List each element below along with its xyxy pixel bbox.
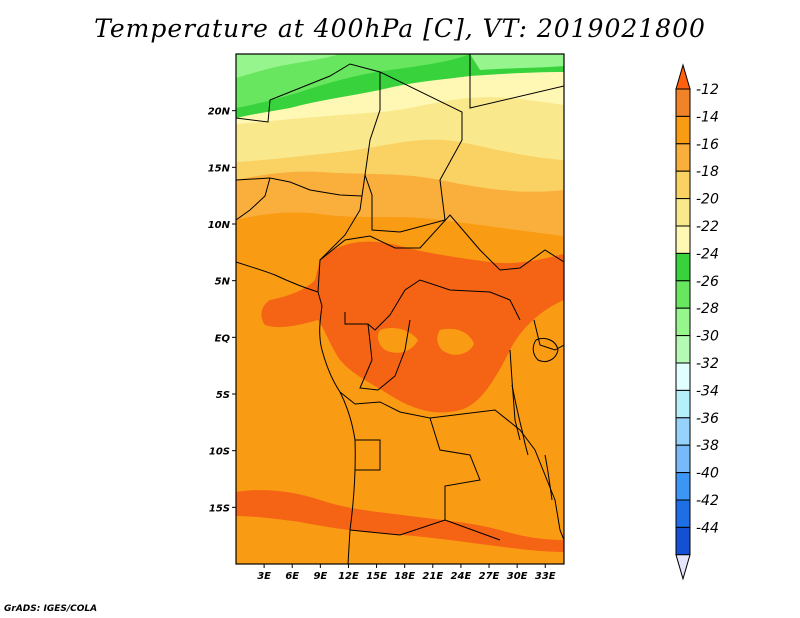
colorbar-swatch	[675, 225, 691, 254]
lon-tick-label: 12E	[338, 571, 359, 582]
colorbar-label: -40	[696, 466, 719, 482]
lat-tick-label: 5S	[216, 390, 230, 401]
colorbar-swatch	[675, 335, 691, 364]
colorbar-label: -22	[696, 219, 719, 235]
lake-victoria	[532, 337, 559, 363]
border-b	[317, 72, 381, 293]
colorbar-label: -20	[696, 192, 719, 208]
border-e	[236, 177, 271, 221]
band-minus-12-north	[261, 241, 564, 413]
colorbar-swatch	[675, 444, 691, 474]
colorbar-swatch	[675, 526, 691, 556]
colorbar-label: -16	[696, 137, 719, 153]
lat-tick-label: 10N	[208, 220, 231, 231]
border-a	[236, 63, 463, 233]
colorbar-label: -44	[696, 520, 719, 536]
colorbar-label: -36	[696, 411, 719, 427]
lake-tanganyika	[511, 384, 529, 456]
colorbar-swatch	[675, 472, 691, 501]
lat-tick-label: EQ	[215, 333, 231, 344]
lat-tick-label: 20N	[208, 107, 231, 118]
lon-tick-label: 24E	[451, 571, 472, 582]
lat-tick-label: 15S	[209, 503, 230, 514]
colorbar-swatch	[675, 417, 691, 446]
latitude-axis: 20N 15N 10N 5N EQ 5S 10S 15S	[208, 107, 236, 514]
colorbar-label: -34	[696, 383, 719, 399]
colorbar-swatch	[675, 198, 691, 227]
border-n	[349, 519, 446, 536]
band-minus-28	[236, 54, 340, 78]
colorbar-swatch	[675, 252, 691, 282]
lat-tick-label: 10S	[209, 447, 230, 458]
lon-tick-label: 33E	[535, 571, 556, 582]
colorbar-swatch	[675, 307, 691, 337]
colorbar: -12 -14 -16 -18 -20 -22 -24 -26 -28 -30 -32 -34 -36 -…	[675, 63, 719, 581]
colorbar-top-triangle	[675, 63, 691, 90]
lon-tick-label: 6E	[285, 571, 299, 582]
longitude-axis: 3E 6E 9E 12E 15E 18E 21E 24E 27E 30E 33E	[257, 564, 556, 582]
lon-tick-label: 18E	[394, 571, 415, 582]
border-c	[469, 54, 564, 109]
map-frame	[235, 53, 565, 565]
colorbar-label: -12	[696, 82, 719, 98]
colorbar-swatch	[675, 280, 691, 309]
colorbar-bottom-triangle	[675, 554, 691, 581]
patch-minus-14-b	[437, 328, 474, 355]
lake-malawi	[544, 454, 553, 501]
colorbar-swatch	[675, 170, 691, 200]
border-k	[429, 409, 564, 541]
colorbar-label: -14	[696, 109, 719, 125]
colorbar-label: -30	[696, 329, 719, 345]
map-title: Temperature at 400hPa [C], VT: 201902180…	[94, 14, 706, 43]
colorbar-swatch	[675, 389, 691, 419]
border-g	[344, 279, 521, 331]
colorbar-swatch	[675, 88, 691, 117]
colorbar-swatch	[675, 362, 691, 391]
border-m	[533, 319, 564, 351]
band-minus-26	[236, 54, 470, 108]
colorbar-swatch	[675, 115, 691, 145]
temperature-field	[236, 54, 564, 564]
border-d	[236, 177, 363, 197]
lon-tick-label: 30E	[507, 571, 528, 582]
lon-tick-label: 15E	[366, 571, 387, 582]
band-minus-12-south	[236, 490, 564, 552]
coastline-west	[236, 261, 356, 564]
border-f	[319, 214, 564, 271]
border-i	[339, 391, 501, 541]
lat-tick-label: 5N	[215, 277, 231, 288]
colorbar-label: -28	[696, 301, 719, 317]
credit-label: GrADS: IGES/COLA	[4, 604, 98, 614]
lon-tick-label: 3E	[257, 571, 271, 582]
colorbar-swatch	[675, 143, 691, 172]
country-borders	[236, 54, 564, 564]
border-h	[359, 319, 411, 391]
colorbar-label: -42	[696, 493, 719, 509]
border-j	[355, 439, 381, 471]
lon-tick-label: 27E	[479, 571, 500, 582]
colorbar-label: -26	[696, 274, 719, 290]
lon-tick-label: 21E	[422, 571, 443, 582]
band-minus-28-ne	[470, 54, 564, 70]
border-l	[509, 349, 521, 441]
colorbar-label: -32	[696, 356, 719, 372]
colorbar-label: -38	[696, 438, 719, 454]
colorbar-swatch	[675, 499, 691, 528]
lon-tick-label: 9E	[313, 571, 327, 582]
colorbar-label: -18	[696, 164, 719, 180]
colorbar-label: -24	[696, 246, 719, 262]
lat-tick-label: 15N	[208, 163, 231, 174]
